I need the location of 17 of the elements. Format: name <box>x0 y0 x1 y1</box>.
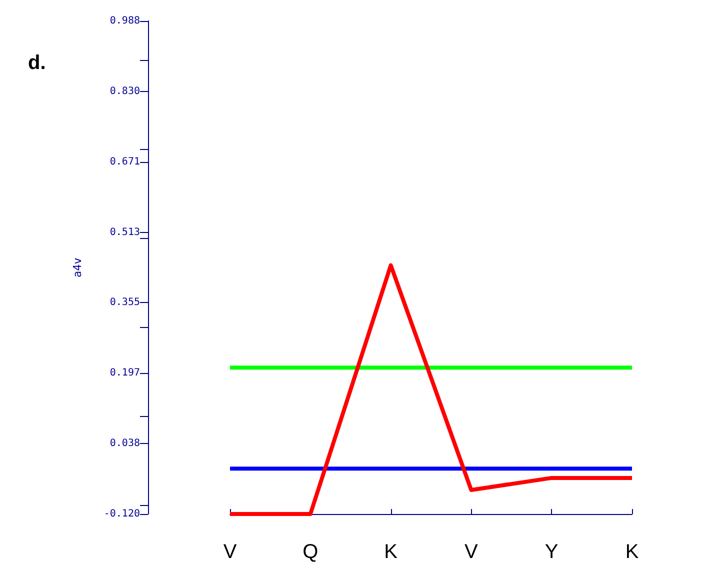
x-tick-label: Y <box>544 541 558 563</box>
text: d. <box>28 52 46 74</box>
y-tick-label: 0.197 <box>110 367 140 378</box>
y-tick-label: 0.355 <box>110 297 140 308</box>
y-tick-label: -0.120 <box>104 508 140 520</box>
y-axis-title: a4v <box>71 257 84 278</box>
y-tick-label: 0.513 <box>110 226 140 238</box>
y-tick-label: 0.988 <box>110 16 140 26</box>
y-tick-label: 0.671 <box>110 156 140 168</box>
x-tick-label: K <box>625 541 640 563</box>
y-tick-label: 0.038 <box>110 438 140 450</box>
y-tick-label: 0.830 <box>110 86 140 97</box>
x-tick-label: V <box>464 541 479 563</box>
x-tick-label: V <box>223 541 238 563</box>
x-tick-label: K <box>384 541 398 563</box>
line-series <box>228 263 634 516</box>
x-tick-label: Q <box>302 541 318 563</box>
